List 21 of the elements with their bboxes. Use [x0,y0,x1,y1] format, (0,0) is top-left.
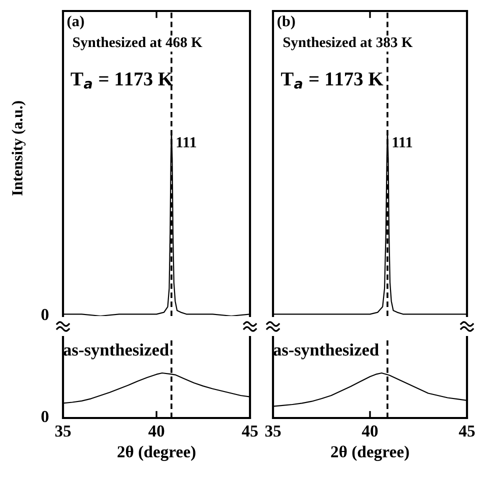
x-tick-label: 45 [458,426,475,437]
text: T$_{a}$ = 1173 K [70,72,173,89]
chart-title: (b) [278,16,295,30]
annotation: 111 [176,137,196,148]
chart-title: (a) [67,16,84,30]
x-tick-label: 40 [148,425,164,437]
x-axis-title: 2θ (degree) [331,446,409,461]
x-tick-label: 35 [55,425,71,437]
y-axis-title: Intensity (a.u.) [12,101,26,196]
text: 0 [41,410,48,422]
x-tick-label: 45 [242,426,258,437]
x-axis-title: 2θ (degree) [118,446,196,461]
annotation: 111 [392,137,412,148]
text: as-synthesized [274,343,379,360]
x-tick-label: 40 [362,425,378,437]
text: as-synthesized [64,343,169,360]
text: T$_{a}$ = 1173 K [281,72,384,89]
chart-subtitle: Synthesized at 383 K [283,36,413,50]
chart-subtitle: Synthesized at 468 K [73,36,202,50]
x-tick-label: 35 [265,425,281,437]
annotation: 0 [41,308,48,320]
